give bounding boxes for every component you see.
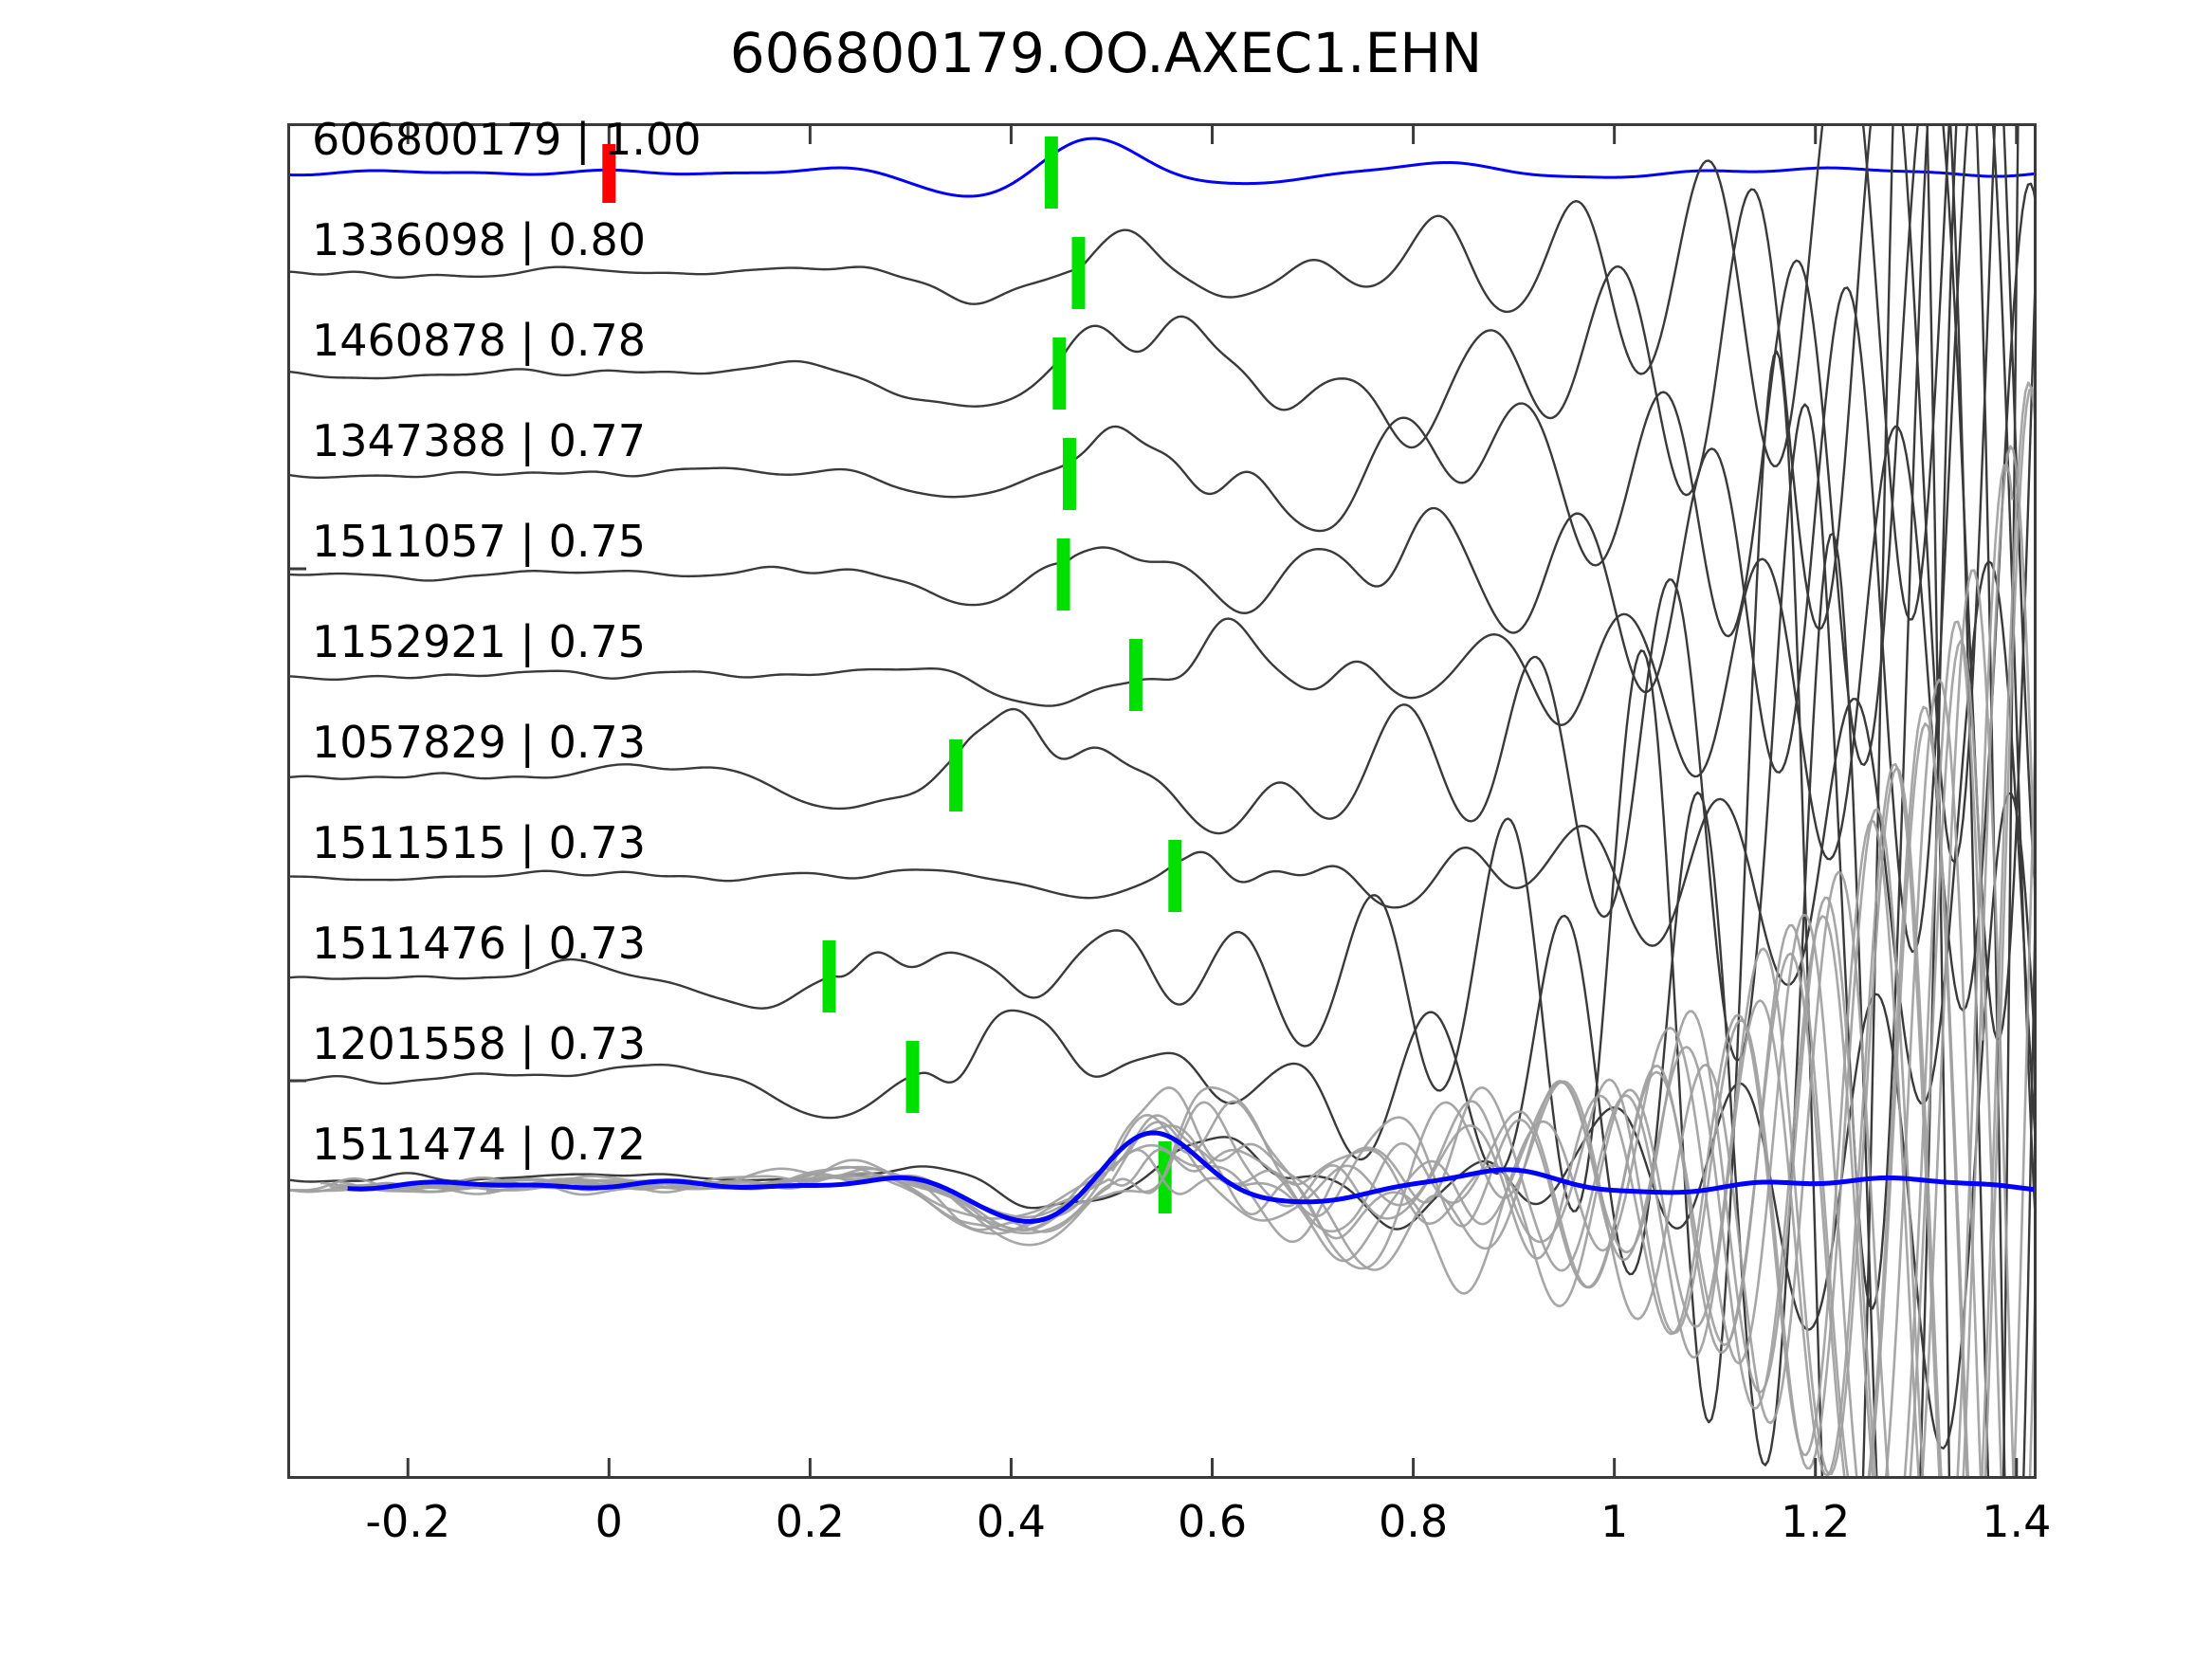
x-tick-label: 0.4 [976, 1496, 1047, 1547]
trace-606800179 [287, 137, 2037, 209]
pick-marker [1056, 538, 1070, 611]
axis-ticks [287, 123, 2019, 1479]
pick-marker [822, 940, 836, 1012]
pick-marker [1044, 137, 1058, 209]
x-tick-label: 0.2 [775, 1496, 845, 1547]
x-tick-label: 1 [1600, 1496, 1629, 1547]
pick-marker [949, 739, 963, 811]
trace-1201558 [287, 123, 2006, 1479]
x-tick-label: 0.8 [1379, 1496, 1449, 1547]
trace-line [287, 182, 2037, 1012]
x-tick-label: -0.2 [365, 1496, 451, 1547]
trace-label-606800179: 606800179 | 1.00 [312, 114, 702, 165]
trace-label-1057829: 1057829 | 0.73 [312, 717, 647, 768]
x-tick-label: 0 [594, 1496, 623, 1547]
pick-marker [1071, 237, 1086, 309]
x-tick-label: 1.2 [1781, 1496, 1851, 1547]
x-tick-label: 1.4 [1982, 1496, 2052, 1547]
trace-line [287, 137, 2037, 198]
trace-label-1336098: 1336098 | 0.80 [312, 214, 647, 265]
trace-label-1511057: 1511057 | 0.75 [312, 516, 647, 567]
pick-marker [1168, 840, 1182, 912]
pick-marker [1062, 438, 1076, 510]
trace-label-1511515: 1511515 | 0.73 [312, 817, 647, 868]
plot-area: 606800179 | 1.00 1336098 | 0.80 1460878 | … [287, 118, 2037, 1479]
stack-template-trace [347, 1130, 2037, 1224]
trace-1336098 [287, 123, 2037, 912]
stack-trace [485, 387, 2037, 1479]
page-title: 606800179.OO.AXEC1.EHN [729, 21, 1483, 85]
waveform-canvas [287, 123, 2037, 1479]
trace-label-1201558: 1201558 | 0.73 [312, 1018, 647, 1069]
trace-1511476 [287, 123, 2020, 1479]
trace-label-1152921: 1152921 | 0.75 [312, 616, 647, 667]
origin-marker [602, 144, 616, 203]
stack-trace [569, 656, 2037, 1479]
stack-overlay-panel [287, 381, 2037, 1479]
trace-1347388 [287, 123, 2037, 1041]
pick-marker [1128, 639, 1143, 711]
trace-line [287, 123, 2037, 912]
trace-label-1460878: 1460878 | 0.78 [312, 315, 647, 366]
trace-line [287, 123, 1997, 864]
trace-line [287, 123, 2006, 1479]
trace-line [287, 123, 2020, 1479]
trace-1460878 [287, 123, 1997, 864]
x-tick-label: 0.6 [1177, 1496, 1248, 1547]
trace-label-1511476: 1511476 | 0.73 [312, 918, 647, 969]
trace-line [287, 123, 2037, 1041]
pick-marker [905, 1041, 920, 1113]
trace-1152921 [287, 182, 2037, 1012]
trace-label-1347388: 1347388 | 0.77 [312, 415, 647, 466]
trace-label-1511474: 1511474 | 0.72 [312, 1119, 647, 1170]
x-axis-tick-labels: -0.2 0 0.2 0.4 0.6 0.8 1 1.2 1.4 [287, 1496, 2051, 1562]
stack-trace [320, 445, 2037, 1479]
pick-marker [1052, 337, 1067, 410]
